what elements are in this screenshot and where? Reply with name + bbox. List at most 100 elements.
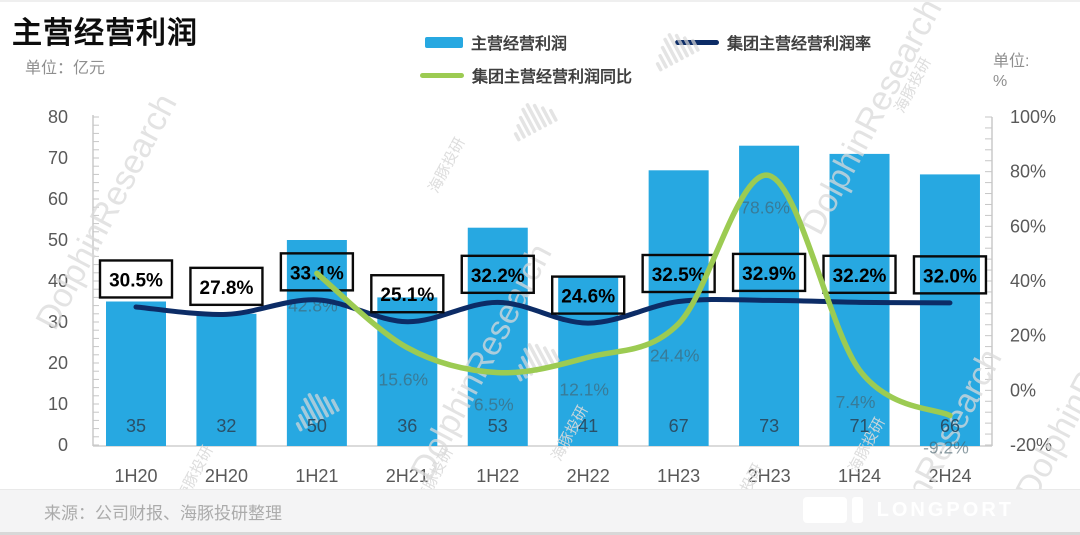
margin-label-box [822, 254, 897, 295]
watermark-dolphin-icon [655, 33, 700, 72]
bar-value-label: 36 [397, 416, 417, 436]
yoy-label: 15.6% [379, 370, 429, 390]
left-axis-tick-label: 20 [48, 353, 68, 373]
margin-label: 32.9% [742, 264, 796, 285]
left-axis-tick-label: 70 [48, 148, 68, 168]
bar-1H20 [106, 301, 166, 446]
left-axis-tick-label: 0 [58, 435, 68, 455]
bar-value-label: 73 [759, 416, 779, 436]
bar-2H20 [196, 313, 257, 446]
margin-label-box [551, 275, 626, 315]
bar-series [106, 145, 980, 447]
margin-rate-labels: 30.5% 27.8%33.1%25.1%32.2%24.6%32.5% 32.9%… [98, 252, 988, 315]
bar-value-label: 53 [488, 416, 508, 436]
bar-value-label: 66 [940, 416, 960, 436]
x-axis-label-1H20: 1H20 [114, 466, 157, 486]
x-axis-label-2H21: 2H21 [386, 466, 429, 486]
chart-title: 主营经营利润 [12, 17, 198, 50]
bar-2H24 [919, 174, 980, 446]
right-axis-tick-label: 80% [1010, 162, 1046, 182]
watermark-dolphin-icon [295, 393, 340, 432]
margin-label: 32.2% [471, 266, 525, 287]
margin-label-box [370, 274, 445, 314]
bar-value-label: 50 [307, 416, 327, 436]
right-axis-unit-symbol: % [993, 73, 1008, 90]
x-axis-label-1H23: 1H23 [657, 466, 700, 486]
margin-label: 27.8% [200, 278, 254, 299]
bar-swatch-icon [425, 36, 463, 48]
right-axis-tick-label: 100% [1010, 107, 1056, 127]
yoy-line [314, 172, 953, 419]
right-axis-tick-label: 20% [1010, 326, 1046, 346]
longport-brand: LONGPORT [802, 497, 1014, 523]
margin-label-box [641, 253, 716, 294]
legend-label: 主营经营利润 [471, 36, 568, 53]
margin-label: 25.1% [380, 285, 434, 306]
x-axis-label-2H24: 2H24 [928, 466, 971, 486]
bar-value-label: 35 [126, 416, 146, 436]
right-axis-tick-label: 40% [1010, 271, 1046, 291]
yoy-series [314, 172, 953, 419]
margin-label: 30.5% [109, 270, 163, 291]
right-axis-tick-label: -20% [1010, 435, 1052, 455]
source-note: 来源：公司财报、海豚投研整理 [44, 504, 282, 523]
watermark-dolphin-icon [513, 103, 558, 142]
bar-value-label: 41 [578, 416, 598, 436]
x-axis-label-1H21: 1H21 [295, 466, 338, 486]
left-axis-unit-label: 单位：亿元 [25, 60, 106, 77]
axes: 0 10 20 30 40 50 60 70 80 -20% 0% 20% 40% 60% 80% 100% 1… [48, 107, 1056, 486]
longport-brand-text: LONGPORT [876, 498, 1014, 521]
legend-label: 集团主营经营利润率 [727, 36, 872, 53]
left-axis-tick-label: 40 [48, 271, 68, 291]
bar-value-labels: 35 32 50 36 53 41 67 73 71 66 [126, 416, 960, 436]
yoy-label: -9.2% [923, 437, 969, 457]
right-axis-unit-label: 单位: % [993, 52, 1029, 92]
yoy-label: 12.1% [559, 379, 609, 399]
x-axis-label-2H22: 2H22 [567, 466, 610, 486]
bar-value-label: 71 [850, 416, 870, 436]
legend-item-yoy: 集团主营经营利润同比 [420, 63, 632, 87]
x-axis-label-1H24: 1H24 [838, 466, 881, 486]
footer: 来源：公司财报、海豚投研整理 LONGPORT [0, 489, 1080, 535]
margin-label-box [189, 266, 264, 307]
left-axis-tick-label: 80 [48, 107, 68, 127]
bar-1H22 [467, 227, 528, 446]
margin-label: 32.2% [833, 266, 887, 287]
legend-label: 集团主营经营利润同比 [472, 69, 633, 86]
margin-rate-series [133, 296, 953, 326]
yoy-label: 6.5% [474, 395, 514, 415]
margin-label: 32.0% [923, 266, 977, 287]
line-swatch-icon [420, 72, 464, 78]
margin-label: 32.5% [652, 265, 706, 286]
margin-label-box [460, 254, 535, 295]
left-axis-tick-label: 60 [48, 189, 68, 209]
bar-value-label: 67 [669, 416, 689, 436]
margin-label-box [731, 252, 807, 293]
x-axis-label-2H23: 2H23 [748, 466, 791, 486]
margin-label-box [279, 252, 355, 292]
legend: 主营经营利润 集团主营经营利润率 集团主营经营利润同比 [420, 26, 1020, 86]
left-axis-tick-label: 10 [48, 394, 68, 414]
yoy-label: 7.4% [836, 392, 876, 412]
longport-logo-icon [802, 497, 863, 523]
legend-item-margin-rate: 集团主营经营利润率 [675, 30, 871, 54]
yoy-labels: 42.8%15.6%6.5%12.1%24.4%78.6%7.4%-9.2% [288, 197, 969, 457]
yoy-label: 24.4% [650, 346, 700, 366]
margin-label-box [912, 255, 988, 295]
right-axis-tick-label: 0% [1010, 380, 1036, 400]
left-axis-tick-label: 50 [48, 230, 68, 250]
line-swatch-icon [675, 39, 719, 45]
margin-rate-line [133, 296, 953, 326]
right-axis-unit-text: 单位: [993, 53, 1030, 70]
left-axis-tick-label: 30 [48, 312, 68, 332]
margin-label: 24.6% [561, 287, 615, 308]
bar-value-label: 32 [216, 416, 236, 436]
right-axis-tick-label: 60% [1010, 216, 1046, 236]
margin-label-box [98, 259, 174, 299]
watermark-text: 海豚投研 [426, 135, 469, 196]
legend-item-operating-profit: 主营经营利润 [425, 30, 567, 54]
yoy-label: 78.6% [740, 197, 790, 217]
x-axis-label-2H20: 2H20 [205, 466, 248, 486]
